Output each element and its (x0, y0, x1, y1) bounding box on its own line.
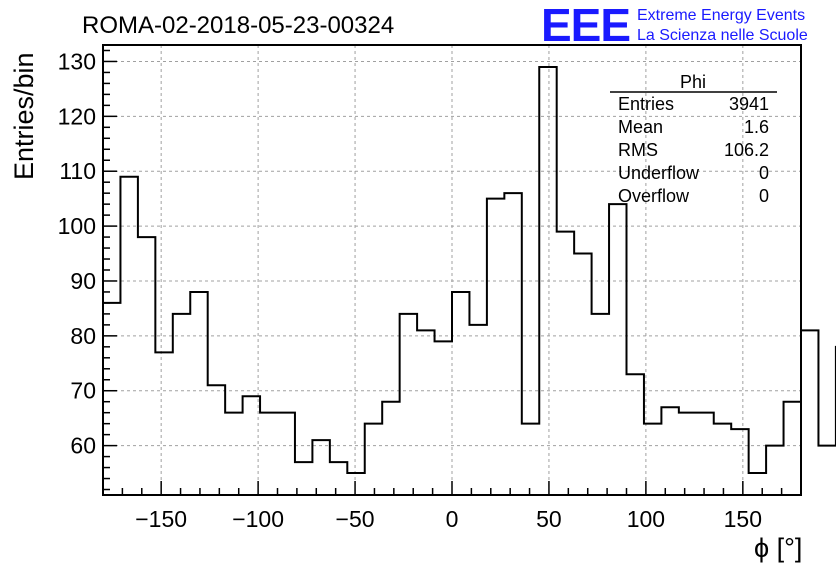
histogram-bin (435, 341, 452, 495)
histogram-bin (400, 314, 417, 495)
histogram-bin (801, 330, 818, 495)
histogram-bin (155, 352, 172, 495)
histogram-bin (714, 424, 731, 495)
y-tick-label: 60 (70, 433, 96, 459)
histogram-bin (609, 204, 626, 495)
histogram-bin (452, 292, 469, 495)
histogram-bin (818, 446, 835, 495)
histogram-bin (365, 424, 382, 495)
x-tick-label: 50 (536, 506, 562, 532)
logo-line-1: Extreme Energy Events (637, 7, 805, 24)
stats-row-value: 106.2 (724, 140, 769, 160)
x-tick-label: −150 (135, 506, 187, 532)
stats-row-value: 3941 (729, 94, 769, 114)
y-tick-label: 130 (58, 48, 96, 74)
histogram-bin (504, 193, 521, 495)
histogram-bin (592, 314, 609, 495)
stats-rows: Entries 3941 Mean 1.6 RMS 106.2 Underflow 0 Over… (618, 94, 769, 206)
x-tick-label: 0 (446, 506, 459, 532)
run-title: ROMA-02-2018-05-23-00324 (82, 12, 394, 39)
y-tick-label: 100 (58, 213, 96, 239)
y-tick-label: 70 (70, 378, 96, 404)
histogram-bin (278, 413, 295, 495)
y-axis-label: Entries/bin (9, 52, 39, 180)
stats-row-value: 0 (759, 163, 769, 183)
histogram-bin (103, 303, 120, 495)
histogram-bin (312, 440, 329, 495)
histogram-bin (190, 292, 207, 495)
stats-box: Phi Entries 3941 Mean 1.6 RMS 106.2 Underflow 0… (610, 72, 777, 206)
histogram-bin (173, 314, 190, 495)
y-tick-label: 90 (70, 268, 96, 294)
stats-row-label: Overflow (618, 186, 690, 206)
stats-row-value: 0 (759, 186, 769, 206)
grid-lines (103, 45, 801, 495)
histogram-bin (679, 413, 696, 495)
histogram-bin (417, 330, 434, 495)
histogram-bin (574, 254, 591, 495)
histogram-bin (627, 374, 644, 495)
stats-row-value: 1.6 (744, 117, 769, 137)
y-tick-label: 110 (59, 158, 96, 184)
y-tick-label: 120 (58, 103, 96, 129)
stats-row-label: Entries (618, 94, 674, 114)
histogram-bin (766, 446, 783, 495)
histogram-bin (731, 429, 748, 495)
y-axis-ticks: 60 70 80 90 100 110 120 130 (58, 48, 117, 491)
logo-mark: EEE (541, 0, 630, 51)
histogram-bin (557, 232, 574, 495)
histogram-bin (243, 396, 260, 495)
histogram-bin (382, 402, 399, 495)
histogram-bin (522, 424, 539, 495)
histogram-bin (784, 402, 801, 495)
x-tick-label: 100 (627, 506, 665, 532)
histogram-bin (138, 237, 155, 495)
histogram-bin (330, 462, 347, 495)
x-axis-label: ϕ [°] (754, 533, 802, 563)
stats-row-label: Underflow (618, 163, 700, 183)
eee-logo: EEE Extreme Energy Events La Scienza nel… (541, 0, 808, 51)
y-tick-label: 80 (70, 323, 96, 349)
histogram-bin (208, 385, 225, 495)
histogram-bin (225, 413, 242, 495)
x-axis-ticks: −150 −100 −50 0 50 100 150 (121, 481, 783, 532)
histogram-bin (696, 413, 713, 495)
stats-row-label: Mean (618, 117, 663, 137)
histogram-bin (487, 199, 504, 495)
x-tick-label: −50 (336, 506, 375, 532)
histogram-bin (347, 473, 364, 495)
x-tick-label: −100 (232, 506, 284, 532)
stats-title: Phi (680, 72, 706, 92)
histogram-bin (469, 325, 486, 495)
stats-row-label: RMS (618, 140, 658, 160)
x-tick-label: 150 (724, 506, 762, 532)
histogram-bin (260, 413, 277, 495)
logo-line-2: La Scienza nelle Scuole (637, 27, 808, 44)
histogram-bin (749, 473, 766, 495)
histogram-bin (661, 407, 678, 495)
